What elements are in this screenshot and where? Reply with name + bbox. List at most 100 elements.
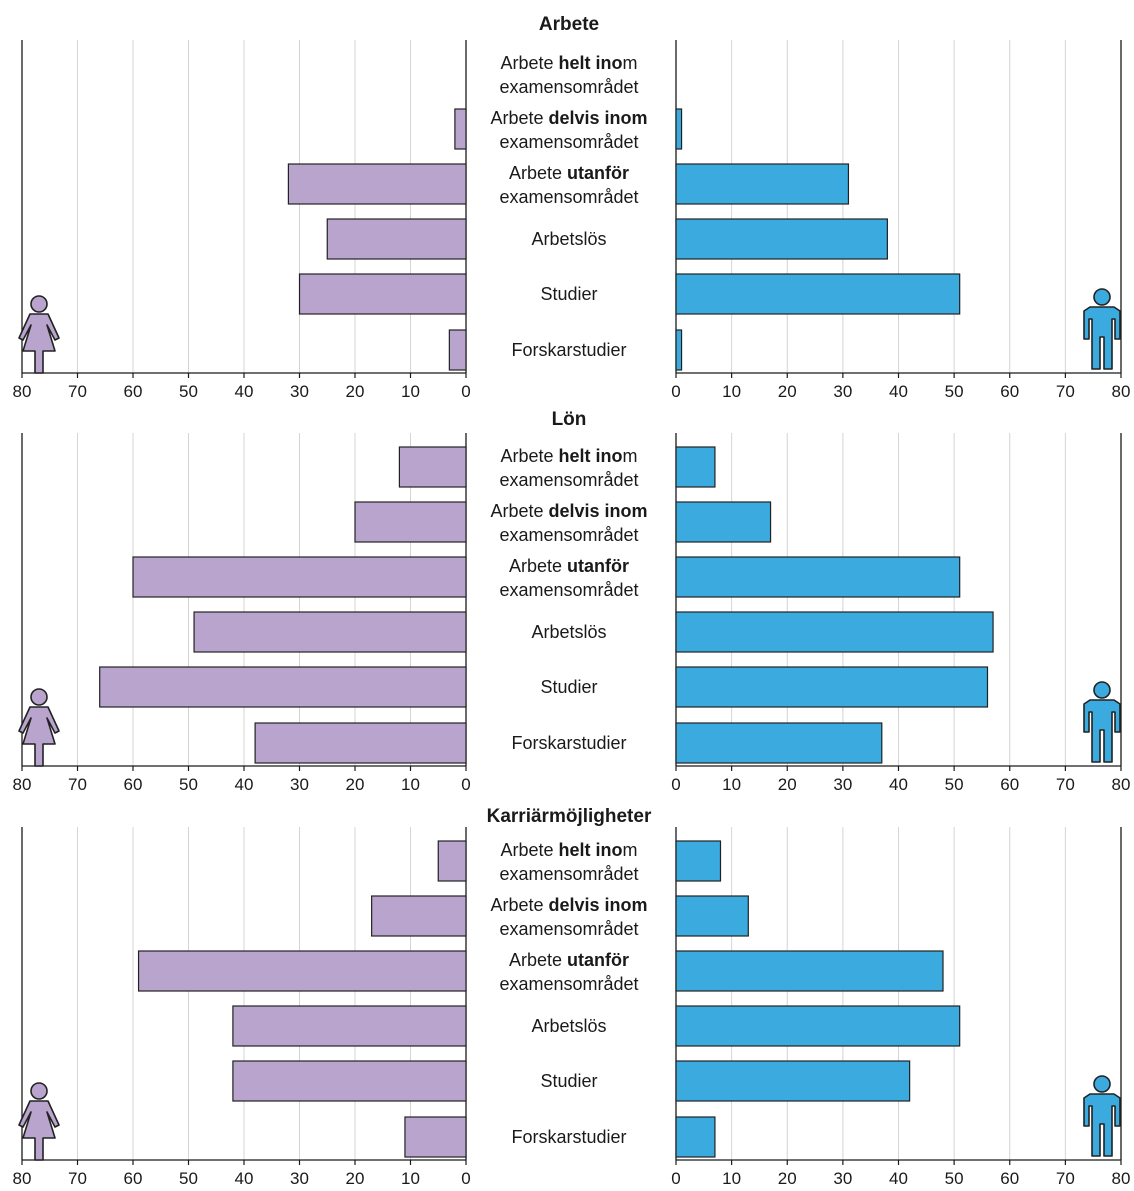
category-label: examensområdet bbox=[499, 132, 638, 152]
category-label: examensområdet bbox=[499, 974, 638, 994]
bar-men bbox=[675, 329, 683, 371]
x-tick-label: 60 bbox=[124, 1169, 143, 1188]
woman-icon-body bbox=[18, 1100, 60, 1161]
chart-title: Karriärmöjligheter bbox=[487, 806, 652, 827]
x-tick-label: 20 bbox=[346, 775, 365, 794]
bar-women bbox=[398, 446, 467, 488]
x-tick-label: 70 bbox=[68, 1169, 87, 1188]
man-icon-head bbox=[1093, 681, 1111, 699]
category-label: examensområdet bbox=[499, 187, 638, 207]
category-label: Forskarstudier bbox=[511, 340, 626, 360]
x-tick-label: 40 bbox=[889, 382, 908, 401]
category-label: Studier bbox=[540, 1071, 597, 1091]
category-label: examensområdet bbox=[499, 580, 638, 600]
bar-men bbox=[675, 1116, 716, 1158]
category-label: examensområdet bbox=[499, 525, 638, 545]
x-tick-label: 70 bbox=[68, 382, 87, 401]
category-label: examensområdet bbox=[499, 919, 638, 939]
bar-men bbox=[675, 218, 888, 260]
category-label-part: m bbox=[623, 840, 638, 860]
woman-icon-head bbox=[30, 1082, 48, 1100]
x-tick-label: 60 bbox=[1000, 382, 1019, 401]
bar-women bbox=[232, 1005, 467, 1047]
chart-panel: Lön 0 0 10 10 20 20 30 30 40 40 50 50 60 60 70 70 80 80 Arb… bbox=[13, 409, 1131, 794]
x-tick-label: 40 bbox=[235, 775, 254, 794]
bar-men bbox=[675, 611, 994, 653]
x-tick-label: 80 bbox=[1112, 1169, 1131, 1188]
x-tick-label: 60 bbox=[1000, 775, 1019, 794]
category-label: Arbete helt inom bbox=[500, 840, 637, 860]
man-icon-body bbox=[1083, 306, 1121, 370]
category-label: Arbete helt inom bbox=[500, 53, 637, 73]
x-tick-label: 30 bbox=[290, 775, 309, 794]
x-tick-label: 50 bbox=[945, 1169, 964, 1188]
category-label: Arbete delvis inom bbox=[490, 108, 647, 128]
x-tick-label: 20 bbox=[346, 382, 365, 401]
x-tick-label: 80 bbox=[13, 382, 32, 401]
category-label-emphasis: helt ino bbox=[559, 446, 623, 466]
category-label: Arbete delvis inom bbox=[490, 895, 647, 915]
category-label-emphasis: delvis inom bbox=[549, 501, 648, 521]
x-tick-label: 50 bbox=[179, 1169, 198, 1188]
x-tick-label: 60 bbox=[124, 382, 143, 401]
bar-men bbox=[675, 840, 722, 882]
bar-men bbox=[675, 273, 961, 315]
category-label-emphasis: helt ino bbox=[559, 53, 623, 73]
bar-men bbox=[675, 666, 989, 708]
category-label-part: m bbox=[623, 446, 638, 466]
x-tick-label: 70 bbox=[1056, 775, 1075, 794]
bar-men bbox=[675, 108, 683, 150]
man-icon bbox=[1083, 1075, 1121, 1157]
x-tick-label: 30 bbox=[290, 382, 309, 401]
bar-men bbox=[675, 446, 716, 488]
x-tick-label: 30 bbox=[833, 775, 852, 794]
bar-men bbox=[675, 895, 749, 937]
woman-icon bbox=[18, 688, 60, 767]
x-tick-label: 50 bbox=[945, 775, 964, 794]
chart-panel: Karriärmöjligheter 0 0 10 10 20 20 30 30 40 40 50 50… bbox=[13, 806, 1131, 1188]
category-label: examensområdet bbox=[499, 470, 638, 490]
category-label-emphasis: delvis inom bbox=[549, 108, 648, 128]
woman-icon-head bbox=[30, 295, 48, 313]
category-label: Arbete delvis inom bbox=[490, 501, 647, 521]
bar-men bbox=[675, 950, 944, 992]
category-label-emphasis: helt ino bbox=[559, 840, 623, 860]
man-icon bbox=[1083, 681, 1121, 763]
bar-women bbox=[137, 950, 467, 992]
man-icon bbox=[1083, 288, 1121, 370]
x-tick-label: 30 bbox=[833, 382, 852, 401]
man-icon-head bbox=[1093, 288, 1111, 306]
x-tick-label: 40 bbox=[889, 1169, 908, 1188]
woman-icon-body bbox=[18, 706, 60, 767]
chart-title: Lön bbox=[552, 409, 587, 430]
category-label-part: Arbete bbox=[490, 501, 548, 521]
bar-women bbox=[437, 840, 467, 882]
category-label-part: Arbete bbox=[500, 840, 558, 860]
bar-women bbox=[254, 722, 467, 764]
x-tick-label: 20 bbox=[778, 775, 797, 794]
category-label: Studier bbox=[540, 677, 597, 697]
category-label-part: Arbete bbox=[509, 163, 567, 183]
category-label-part: Arbete bbox=[509, 556, 567, 576]
x-tick-label: 80 bbox=[1112, 382, 1131, 401]
category-label: Forskarstudier bbox=[511, 1127, 626, 1147]
x-tick-label: 80 bbox=[13, 1169, 32, 1188]
category-label-emphasis: utanför bbox=[567, 163, 629, 183]
bar-women bbox=[404, 1116, 467, 1158]
x-tick-label: 10 bbox=[722, 382, 741, 401]
category-label-part: Arbete bbox=[509, 950, 567, 970]
bar-women bbox=[454, 108, 467, 150]
bar-men bbox=[675, 1005, 961, 1047]
woman-icon bbox=[18, 1082, 60, 1161]
bar-women bbox=[193, 611, 467, 653]
x-tick-label: 80 bbox=[1112, 775, 1131, 794]
x-tick-label: 30 bbox=[290, 1169, 309, 1188]
x-tick-label: 10 bbox=[722, 1169, 741, 1188]
x-tick-label: 0 bbox=[461, 1169, 470, 1188]
x-tick-label: 10 bbox=[401, 382, 420, 401]
chart-panel: Arbete 0 0 10 10 20 20 30 30 40 40 50 50 60 60 70 70 80 80… bbox=[13, 14, 1131, 401]
x-tick-label: 50 bbox=[179, 775, 198, 794]
woman-icon-head bbox=[30, 688, 48, 706]
bar-women bbox=[326, 218, 467, 260]
